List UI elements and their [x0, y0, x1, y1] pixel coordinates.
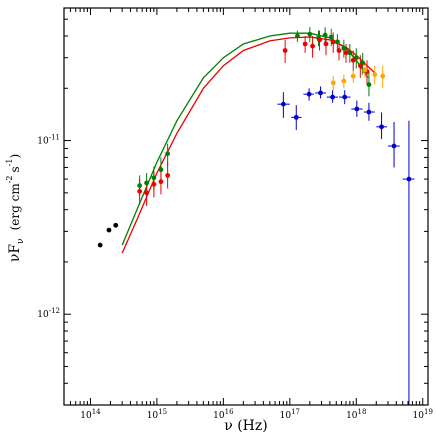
data-point	[372, 72, 378, 77]
data-point	[310, 43, 315, 49]
data-point	[406, 176, 412, 182]
data-point	[330, 80, 336, 86]
x-tick-exp: 17	[291, 408, 300, 416]
x-tick-base: 10	[147, 411, 159, 421]
data-point	[330, 94, 335, 100]
y-tick-label: 10-11	[37, 134, 60, 147]
x-tick-exp: 19	[424, 408, 433, 416]
model-curve-6	[121, 36, 377, 254]
y-axis-title-main: νF	[7, 244, 23, 263]
data-point	[330, 39, 336, 45]
data-point	[151, 175, 157, 181]
data-point	[113, 222, 119, 228]
data-point	[391, 143, 397, 149]
x-tick-base: 10	[213, 411, 225, 421]
y-tick-label: 10-12	[37, 307, 60, 320]
x-axis: 1014 1015 1016 1017 1018 1019	[63, 8, 433, 421]
x-tick-label: 1019	[413, 408, 433, 421]
y-tick-base: 10	[37, 137, 49, 147]
data-point	[343, 50, 349, 56]
data-point	[335, 39, 340, 45]
data-point	[137, 188, 143, 194]
data-point	[158, 179, 164, 185]
data-point	[354, 106, 360, 112]
y-tick-exp: -11	[49, 134, 60, 142]
x-tick-label: 1015	[147, 408, 167, 421]
data-point	[323, 41, 329, 47]
y-axis-title-sub: ν	[16, 238, 26, 243]
data-point	[106, 227, 112, 233]
data-point	[322, 32, 328, 38]
x-tick-base: 10	[280, 411, 292, 421]
x-tick-label: 1014	[80, 408, 101, 421]
errorbar-layer	[139, 27, 415, 405]
data-point	[294, 33, 300, 39]
data-point	[97, 242, 103, 248]
y-axis-title-exp1: -2	[5, 176, 14, 184]
data-point	[366, 82, 372, 88]
point-layer	[97, 31, 412, 248]
x-tick-label: 1018	[346, 408, 366, 421]
data-point	[362, 67, 368, 73]
x-tick-label: 1016	[213, 408, 234, 421]
y-axis-title-exp2: -1	[5, 159, 14, 167]
data-point	[282, 48, 288, 53]
y-axis-title-close: )	[8, 154, 22, 159]
data-point	[317, 37, 322, 43]
data-point	[328, 34, 334, 40]
data-point	[165, 173, 171, 178]
x-tick-base: 10	[413, 411, 425, 421]
data-point	[318, 90, 323, 96]
data-point	[357, 63, 363, 69]
data-point	[380, 73, 386, 79]
data-point	[341, 45, 347, 51]
x-tick-exp: 16	[225, 408, 234, 416]
data-point	[293, 114, 299, 120]
x-tick-exp: 18	[358, 408, 367, 416]
x-tick-exp: 14	[92, 408, 101, 416]
y-axis-title-units: (erg cm	[8, 183, 22, 231]
data-point	[347, 50, 353, 56]
data-point	[280, 101, 286, 107]
data-point	[341, 78, 347, 84]
data-point	[307, 31, 313, 37]
data-point	[158, 167, 164, 173]
data-point	[350, 73, 356, 79]
x-tick-base: 10	[346, 411, 358, 421]
data-point	[137, 183, 143, 189]
x-tick-base: 10	[80, 411, 92, 421]
x-tick-label: 1017	[280, 408, 300, 421]
data-point	[336, 48, 342, 53]
data-point	[165, 151, 171, 157]
data-point	[379, 124, 384, 130]
curve-layer	[121, 32, 377, 254]
data-point	[366, 109, 372, 115]
y-tick-exp: -12	[49, 307, 60, 315]
data-point	[306, 91, 312, 97]
data-point	[350, 57, 356, 63]
y-axis-title-s: s	[8, 166, 22, 172]
data-point	[144, 180, 150, 186]
y-axis-title: νFν (erg cm-2 s-1)	[5, 154, 26, 262]
data-point	[151, 181, 157, 187]
x-tick-exp: 15	[158, 408, 167, 416]
data-point	[342, 94, 348, 100]
x-axis-title: ν (Hz)	[224, 418, 267, 434]
data-point	[302, 41, 308, 47]
model-curve-5	[121, 32, 369, 246]
y-tick-base: 10	[37, 310, 49, 320]
data-point	[144, 190, 150, 196]
plot-frame	[63, 7, 429, 406]
